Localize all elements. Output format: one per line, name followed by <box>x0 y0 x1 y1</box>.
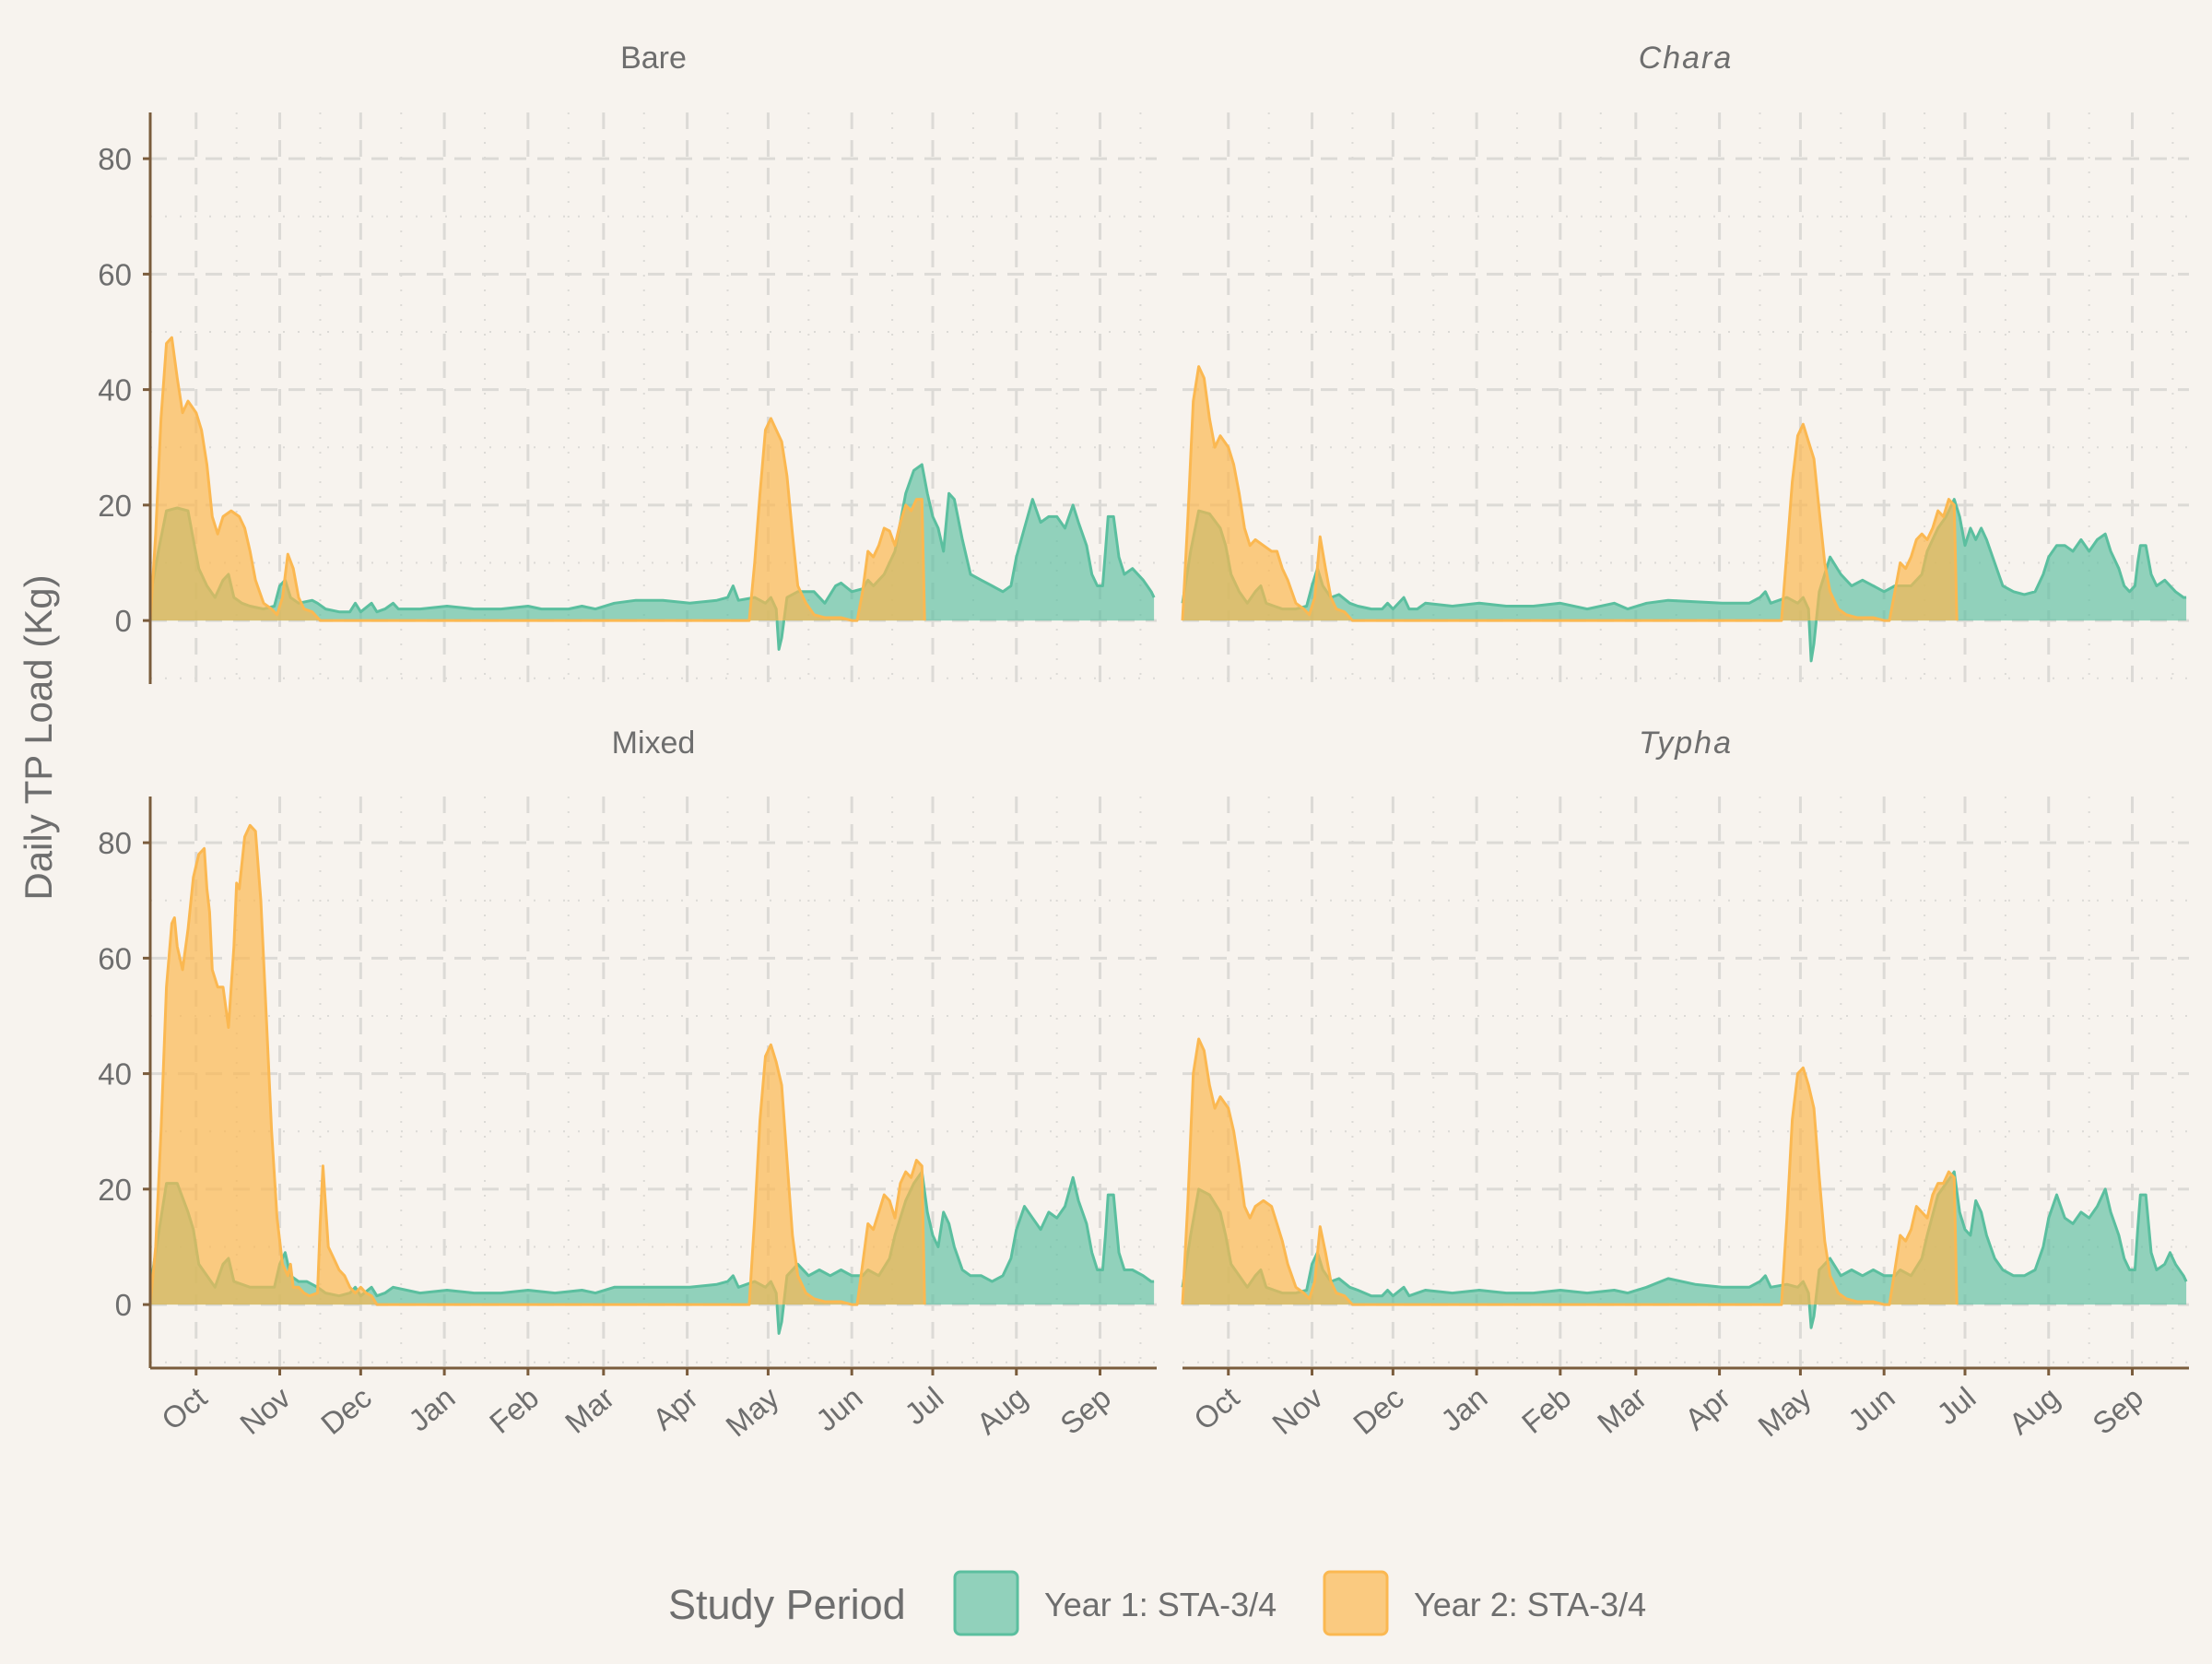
line-year2 <box>1181 1037 1959 1306</box>
panel-typha: Typha Oct Nov Dec Jan Feb Mar Apr May Jun Jul Aug Se… <box>1181 726 2189 1444</box>
x-tick-label: Apr <box>646 1380 704 1436</box>
x-tick-label: Sep <box>2086 1380 2149 1441</box>
y-tick-label: 80 <box>98 142 132 176</box>
x-tick-label: Dec <box>314 1380 378 1441</box>
panel-title: Bare <box>620 41 687 76</box>
y-tick-label: 20 <box>98 1173 132 1207</box>
legend-swatch-year2 <box>1323 1570 1389 1636</box>
minor-grid <box>1182 112 2189 684</box>
panel-bare: Bare 0 20 40 60 80 <box>98 41 1157 684</box>
x-tick-label: Aug <box>970 1380 1033 1441</box>
line-year2 <box>1181 365 1959 622</box>
x-tick-label: Nov <box>1265 1380 1329 1441</box>
legend-title: Study Period <box>668 1581 906 1628</box>
area-year2 <box>1182 1039 1958 1305</box>
y-tick-label: 0 <box>115 1288 132 1322</box>
x-tick-label: Jan <box>1434 1380 1494 1438</box>
panel-mixed: Mixed 0 20 40 60 80 Oct Nov Dec Jan Feb Mar Apr May Ju… <box>98 726 1157 1443</box>
y-tick-label: 60 <box>98 257 132 291</box>
area-year1 <box>1182 499 2187 661</box>
x-tick-label: Mar <box>1591 1380 1653 1440</box>
legend-swatch-year1 <box>953 1570 1019 1636</box>
y-tick-label: 20 <box>98 489 132 523</box>
area-year1 <box>150 1172 1155 1334</box>
legend-label-year1: Year 1: STA-3/4 <box>1044 1586 1277 1623</box>
panel-title: Typha <box>1639 726 1733 761</box>
panels-layer: Bare 0 20 40 60 80 Chara Mixed 0 20 40 60 80 Oct Nov De… <box>98 41 2189 1443</box>
legend-label-year2: Year 2: STA-3/4 <box>1414 1586 1646 1623</box>
minor-grid <box>150 112 1157 684</box>
x-tick-label: Aug <box>2002 1380 2065 1441</box>
area-year2 <box>1182 366 1958 621</box>
x-tick-label: Jun <box>1841 1380 1901 1438</box>
x-tick-label: Apr <box>1678 1380 1736 1436</box>
area-year2 <box>150 337 925 621</box>
x-tick-label: May <box>719 1380 785 1444</box>
x-tick-label: Oct <box>1187 1380 1245 1436</box>
line-year2 <box>148 823 926 1306</box>
y-axis-label: Daily TP Load (Kg) <box>17 574 60 900</box>
x-tick-label: Jul <box>1930 1380 1982 1431</box>
legend: Study Period Year 1: STA-3/4 Year 2: STA… <box>668 1570 1646 1636</box>
x-tick-label: Feb <box>1515 1380 1577 1440</box>
x-tick-label: Dec <box>1347 1380 1410 1441</box>
x-tick-label: Mar <box>559 1380 620 1440</box>
panel-title: Mixed <box>612 726 696 761</box>
line-year2 <box>148 336 926 622</box>
x-tick-label: Jul <box>898 1380 949 1431</box>
x-tick-label: Jan <box>402 1380 462 1438</box>
y-tick-label: 40 <box>98 1057 132 1092</box>
minor-grid <box>1182 797 2189 1368</box>
x-tick-label: Jun <box>809 1380 869 1438</box>
area-year2 <box>150 825 925 1305</box>
x-tick-label: Feb <box>483 1380 545 1440</box>
x-tick-label: May <box>1751 1380 1818 1444</box>
panel-chara: Chara <box>1181 41 2189 684</box>
y-tick-label: 80 <box>98 826 132 860</box>
y-tick-label: 40 <box>98 373 132 407</box>
line-year1 <box>1181 498 2187 663</box>
panel-title: Chara <box>1639 41 1734 76</box>
line-year1 <box>148 1170 1155 1335</box>
x-tick-label: Sep <box>1053 1380 1117 1441</box>
y-tick-label: 0 <box>115 604 132 638</box>
minor-grid <box>150 797 1157 1368</box>
x-tick-label: Oct <box>155 1380 213 1436</box>
y-tick-label: 60 <box>98 941 132 975</box>
x-tick-label: Nov <box>233 1380 297 1441</box>
